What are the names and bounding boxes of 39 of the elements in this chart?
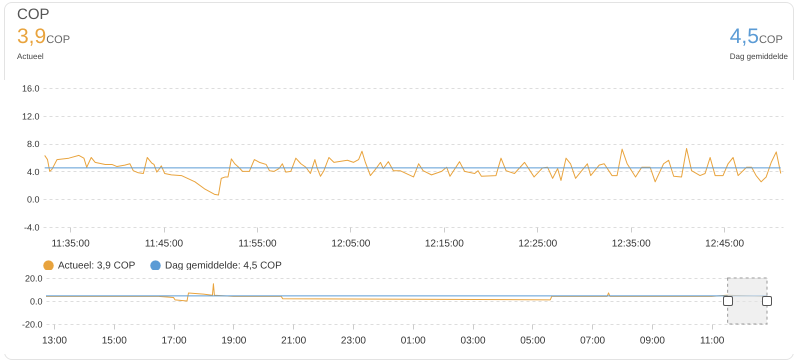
text: Actueel: [17, 52, 45, 61]
x-tick-label: 11:55:00: [238, 238, 278, 250]
text: 4,5: [730, 25, 759, 48]
x-tick-label: 12:35:00: [612, 238, 652, 250]
y-tick-label: 8.0: [26, 139, 40, 150]
x-tick-label: 17:00: [162, 336, 188, 346]
y-tick-label: 0.0: [26, 194, 40, 205]
y-tick-label: 4.0: [26, 166, 40, 177]
x-tick-label: 12:05:00: [331, 238, 371, 250]
chart-title: COP: [46, 34, 70, 46]
text: Dag gemiddelde: [730, 52, 788, 61]
x-tick-label: 09:00: [640, 336, 666, 346]
x-tick-label: 15:00: [102, 336, 128, 346]
x-tick-label: 12:45:00: [705, 238, 745, 250]
x-tick-label: 11:00: [700, 336, 725, 346]
y-tick-label: -4.0: [24, 222, 40, 232]
x-tick-label: 23:00: [340, 336, 366, 346]
line-series: [44, 148, 782, 196]
y-tick-label: 16.0: [22, 84, 40, 94]
text: 3,9: [17, 25, 46, 48]
x-tick-label: 13:00: [42, 336, 68, 346]
x-tick-label: 19:00: [221, 336, 247, 346]
y-tick-label: 0.0: [30, 296, 42, 306]
x-tick-label: 11:45:00: [144, 238, 184, 250]
x-tick-label: 03:00: [460, 336, 486, 346]
legend-label: Actueel: 3,9 COP: [58, 260, 136, 272]
x-tick-label: 01:00: [400, 336, 426, 346]
x-tick-label: 07:00: [580, 336, 606, 346]
x-tick-label: 11:35:00: [51, 238, 90, 250]
text: COP: [17, 6, 50, 23]
y-tick-label: -20.0: [22, 320, 42, 330]
text: COP: [758, 34, 783, 46]
y-tick-label: 20.0: [24, 274, 42, 284]
x-tick-label: 21:00: [281, 336, 307, 346]
y-tick-label: 12.0: [22, 111, 40, 122]
x-tick-label: 12:25:00: [518, 238, 558, 250]
legend-label: Dag gemiddelde: 4,5 COP: [165, 260, 282, 272]
x-tick-label: 12:15:00: [424, 238, 464, 250]
x-tick-label: 05:00: [520, 336, 546, 346]
